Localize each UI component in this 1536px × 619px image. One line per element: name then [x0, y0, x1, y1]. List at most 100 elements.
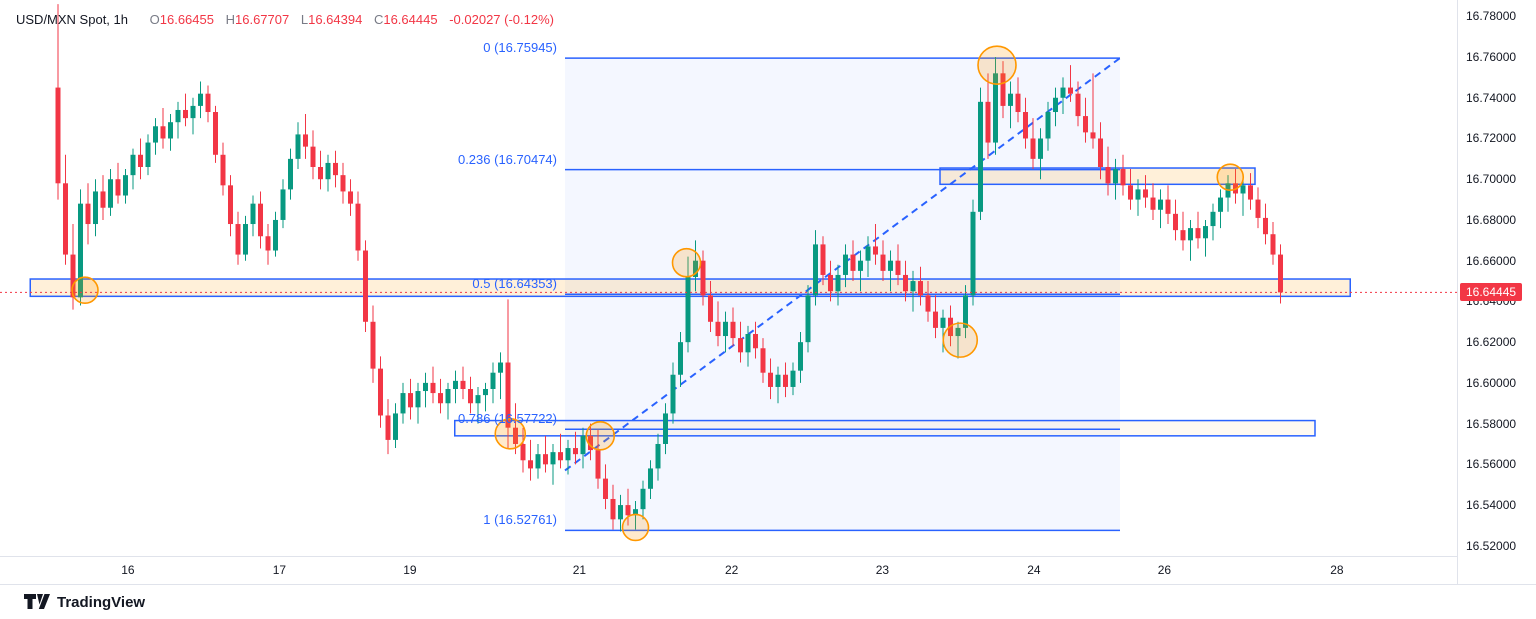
candle-body — [1173, 213, 1178, 231]
candle-body — [1090, 132, 1096, 139]
candle-body — [783, 374, 788, 387]
candle-body — [85, 203, 91, 225]
tradingview-logo-icon[interactable] — [24, 594, 50, 610]
candle-body — [490, 372, 496, 389]
chart-canvas[interactable] — [0, 0, 1457, 556]
candle-body — [663, 413, 668, 444]
highlight-circle-1[interactable] — [494, 418, 527, 450]
candle-body — [940, 317, 946, 328]
footer-bar: TradingView — [0, 584, 1536, 619]
candle-body — [243, 224, 248, 255]
candle-body — [730, 321, 736, 339]
candle-body — [483, 388, 488, 396]
candle-body — [63, 183, 68, 255]
candle-body — [640, 488, 646, 510]
candle-body — [160, 126, 166, 139]
candle-body — [1045, 112, 1051, 139]
price-tick: 16.62000 — [1466, 335, 1517, 350]
candle-body — [858, 260, 863, 271]
candle-body — [670, 374, 676, 414]
candle-body — [235, 224, 241, 255]
time-axis[interactable]: 16 17 19 21 22 23 24 26 28 — [0, 556, 1457, 584]
candle-body — [520, 443, 526, 461]
price-tick: 16.70000 — [1466, 172, 1517, 187]
highlight-circle-6[interactable] — [977, 45, 1017, 85]
candle-body — [843, 254, 848, 275]
highlight-circle-7[interactable] — [1216, 163, 1245, 191]
candle-body — [1165, 199, 1171, 214]
candle-body — [468, 388, 473, 404]
candle-body — [55, 87, 61, 184]
candle-body — [70, 254, 76, 298]
candle-body — [993, 73, 998, 143]
candle-body — [138, 154, 143, 168]
candle-body — [258, 203, 263, 237]
price-zone-2[interactable] — [454, 419, 1316, 437]
candle-body — [393, 413, 398, 440]
low-value: 16.64394 — [308, 12, 363, 27]
high-label: H — [225, 12, 235, 27]
candle-body — [1255, 199, 1261, 218]
candle-body — [205, 93, 211, 113]
candle-body — [595, 450, 601, 479]
price-tick: 16.54000 — [1466, 498, 1517, 513]
candle-body — [535, 454, 541, 469]
candle-body — [423, 382, 428, 392]
price-tick: 16.58000 — [1466, 416, 1517, 431]
candle-body — [978, 101, 983, 212]
highlight-circle-5[interactable] — [942, 322, 979, 358]
candle-body — [220, 154, 226, 186]
time-tick: 22 — [725, 563, 739, 577]
candle-body — [1218, 197, 1223, 212]
price-tick: 16.72000 — [1466, 131, 1517, 146]
candle-body — [1263, 217, 1268, 235]
candle-body — [310, 146, 316, 168]
candle-body — [355, 203, 361, 251]
price-zone-1[interactable] — [939, 167, 1256, 186]
candle-body — [213, 112, 218, 155]
candle-body — [1143, 189, 1148, 198]
highlight-circle-3[interactable] — [621, 513, 650, 542]
candle-body — [1278, 254, 1283, 293]
symbol-legend: USD/MXN Spot, 1h O16.66455 H16.67707 L16… — [16, 12, 554, 27]
candle-body — [363, 250, 368, 322]
candle-body — [685, 276, 691, 343]
highlight-circle-0[interactable] — [71, 276, 99, 305]
time-tick: 28 — [1330, 563, 1344, 577]
candle-body — [370, 321, 376, 369]
highlight-circle-2[interactable] — [585, 421, 616, 451]
candle-body — [1210, 211, 1216, 227]
candle-body — [925, 295, 931, 312]
candle-body — [550, 452, 556, 465]
open-value: 16.66455 — [159, 12, 214, 27]
candle-body — [1053, 97, 1058, 113]
candle-body — [880, 254, 886, 271]
candle-body — [130, 154, 136, 176]
candle-body — [888, 260, 893, 271]
candle-body — [348, 191, 353, 204]
candle-body — [430, 382, 436, 394]
candle-body — [910, 281, 916, 292]
candle-body — [1195, 228, 1201, 239]
brand-name[interactable]: TradingView — [57, 593, 146, 611]
price-tick: 16.76000 — [1466, 50, 1517, 65]
price-axis[interactable]: 16.78000 16.76000 16.74000 16.72000 16.70000… — [1457, 0, 1536, 584]
candle-body — [1000, 73, 1006, 106]
candle-body — [955, 327, 961, 337]
candle-body — [1135, 189, 1141, 200]
candle-body — [805, 295, 811, 343]
candle-body — [295, 134, 301, 159]
candle-body — [1083, 116, 1088, 133]
candle-body — [378, 368, 383, 416]
candle-body — [1098, 138, 1103, 168]
candle-body — [903, 274, 908, 292]
candle-body — [798, 342, 803, 371]
symbol-title[interactable]: USD/MXN Spot, 1h — [16, 12, 128, 27]
chart-area: 0 (16.75945) 0.236 (16.70474) 0.5 (16.6435… — [0, 0, 1457, 556]
candle-body — [543, 454, 548, 465]
price-tick: 16.56000 — [1466, 457, 1517, 472]
highlight-circle-4[interactable] — [671, 247, 702, 278]
candle-body — [1188, 228, 1193, 241]
candle-body — [265, 236, 271, 251]
candle-body — [145, 142, 151, 168]
